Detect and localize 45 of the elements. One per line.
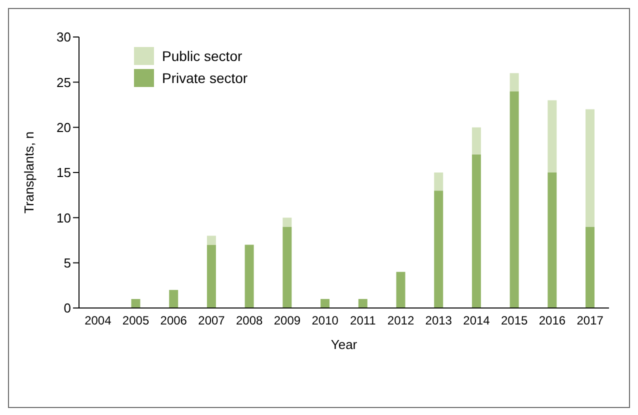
bar [434,190,444,308]
bar [320,298,330,308]
y-tick-label: 20 [56,120,71,135]
x-tick-label: 2014 [463,314,490,328]
x-tick-label: 2013 [425,314,452,328]
x-tick-label: 2006 [160,314,188,328]
x-tick-label: 2007 [198,314,226,328]
bar [586,109,595,227]
y-tick-label: 5 [64,255,71,270]
x-tick-label: 2010 [312,314,339,328]
x-tick-label: 2017 [576,314,604,328]
bar [434,172,444,191]
x-tick-label: 2009 [274,314,301,328]
bar [358,298,368,308]
bar [131,298,140,308]
bar [396,272,406,308]
bar [510,73,519,92]
bar [169,290,178,308]
bar [282,226,292,308]
x-tick-label: 2011 [350,314,376,328]
bar [510,91,519,308]
bar [472,127,481,154]
legend-label: Public sector [162,48,242,64]
x-tick-label: 2004 [84,314,112,328]
x-tick-label: 2005 [122,314,150,328]
bar [282,218,292,227]
x-tick-label: 2016 [538,314,566,328]
bar [548,100,557,172]
bar [244,244,254,308]
y-tick-label: 15 [56,165,71,180]
bar [206,236,216,245]
bar [206,244,216,308]
y-tick-label: 0 [64,300,71,316]
x-tick-label: 2012 [387,314,414,328]
y-tick-label: 10 [56,210,71,226]
bar [586,226,595,308]
x-tick-label: 2008 [236,314,264,328]
x-tick-label: 2015 [501,314,528,328]
bar [472,154,481,308]
y-tick-label: 25 [56,74,71,90]
legend-label: Private sector [162,70,248,86]
x-axis-title: Year [330,337,358,352]
y-tick-label: 30 [56,30,71,45]
y-axis-title: Transplants, n [22,132,37,214]
bar [548,172,557,308]
